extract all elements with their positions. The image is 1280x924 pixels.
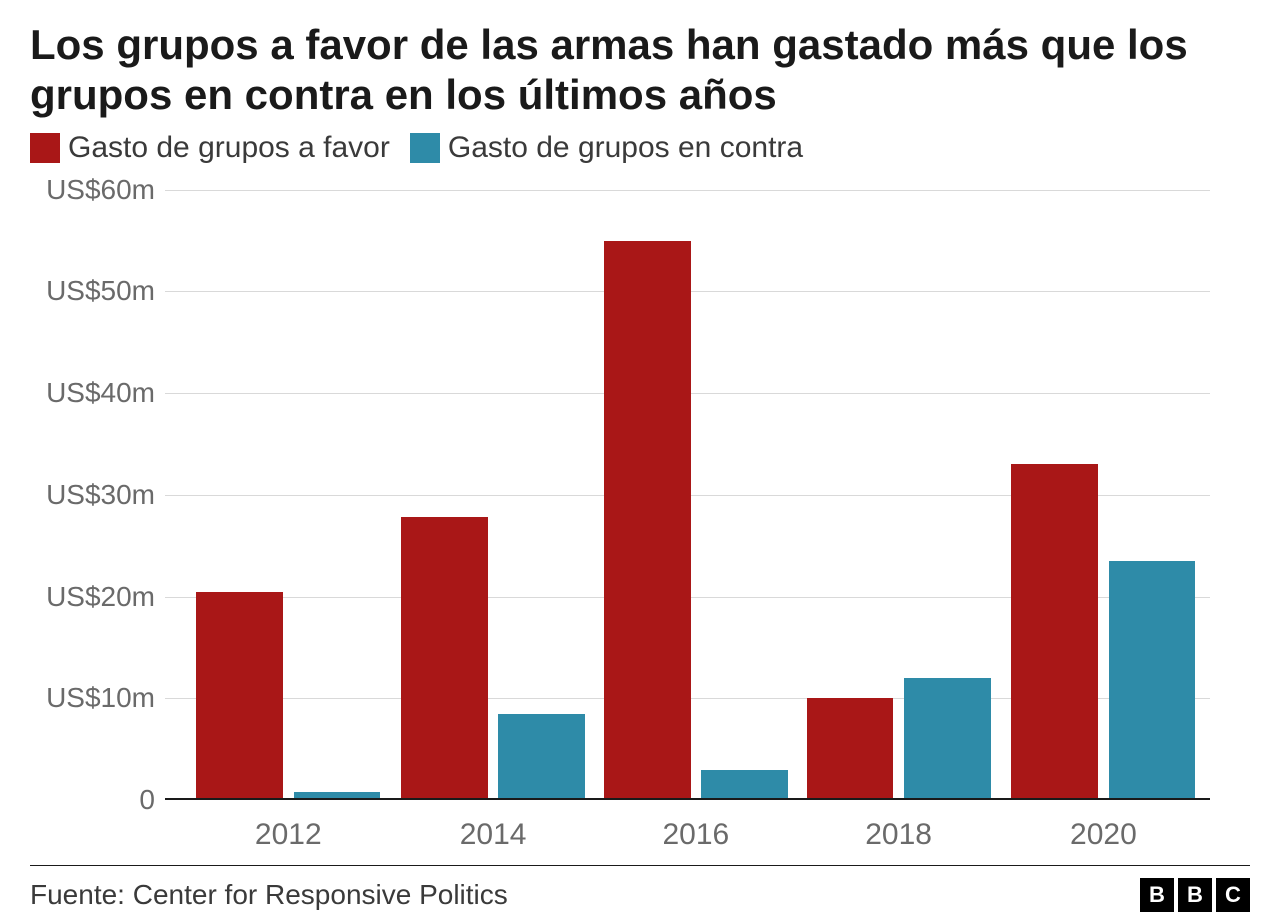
source-name: Center for Responsive Politics (133, 879, 508, 910)
y-tick-label: US$10m (30, 682, 155, 714)
legend-item-favor: Gasto de grupos a favor (30, 131, 390, 165)
plot (165, 190, 1210, 800)
bar-favor (604, 241, 691, 800)
bbc-logo-block: C (1216, 878, 1250, 912)
chart-plot-area: 0US$10mUS$20mUS$30mUS$40mUS$50mUS$60m (165, 190, 1210, 800)
bbc-logo-block: B (1140, 878, 1174, 912)
y-tick-label: US$50m (30, 275, 155, 307)
bar-favor (401, 517, 488, 800)
bbc-logo-block: B (1178, 878, 1212, 912)
x-axis: 2012 2014 2016 2018 2020 (165, 810, 1210, 865)
y-axis: 0US$10mUS$20mUS$30mUS$40mUS$50mUS$60m (30, 190, 165, 800)
y-tick-label: US$40m (30, 377, 155, 409)
footer: Fuente: Center for Responsive Politics B… (30, 865, 1250, 924)
bar-contra (1109, 561, 1196, 800)
bar-contra (904, 678, 991, 800)
x-tick-label: 2014 (460, 818, 527, 852)
baseline (165, 798, 1210, 800)
bar-favor (1011, 464, 1098, 800)
legend-label-favor: Gasto de grupos a favor (68, 131, 390, 165)
x-tick-label: 2016 (662, 818, 729, 852)
chart-container: Los grupos a favor de las armas han gast… (0, 0, 1280, 924)
x-tick-label: 2018 (865, 818, 932, 852)
bar-contra (498, 714, 585, 800)
y-tick-label: 0 (30, 784, 155, 816)
legend: Gasto de grupos a favor Gasto de grupos … (30, 131, 1250, 165)
legend-swatch-favor (30, 133, 60, 163)
bar-favor (196, 592, 283, 800)
x-tick-label: 2012 (255, 818, 322, 852)
legend-item-contra: Gasto de grupos en contra (410, 131, 803, 165)
gridline (165, 190, 1210, 191)
y-tick-label: US$60m (30, 174, 155, 206)
bar-favor (807, 698, 894, 800)
source-prefix: Fuente: (30, 879, 133, 910)
x-tick-label: 2020 (1070, 818, 1137, 852)
legend-swatch-contra (410, 133, 440, 163)
legend-label-contra: Gasto de grupos en contra (448, 131, 803, 165)
source-text: Fuente: Center for Responsive Politics (30, 879, 508, 911)
bbc-logo: B B C (1140, 878, 1250, 912)
y-tick-label: US$30m (30, 479, 155, 511)
bar-contra (701, 770, 788, 801)
chart-title: Los grupos a favor de las armas han gast… (30, 20, 1250, 121)
y-tick-label: US$20m (30, 581, 155, 613)
